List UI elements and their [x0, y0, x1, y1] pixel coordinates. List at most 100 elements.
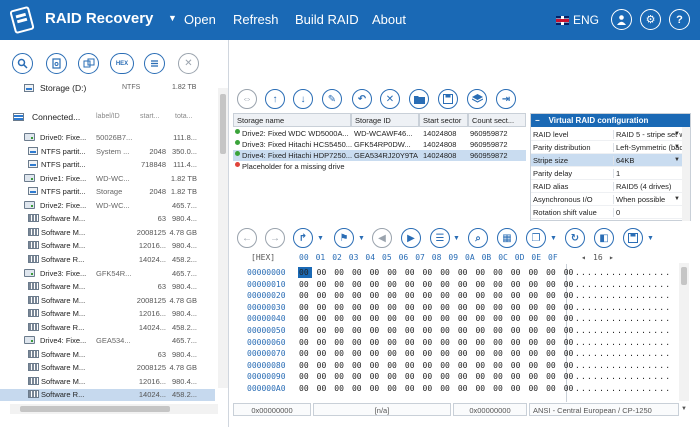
menu-refresh[interactable]: Refresh: [233, 12, 279, 27]
panel-toggle-button[interactable]: ◧: [594, 228, 614, 248]
hex-ascii[interactable]: ................: [575, 302, 672, 312]
header-start-sector[interactable]: Start sector: [419, 113, 468, 127]
tree-drive-row[interactable]: Drive4: Fixe... GEA534... 465.7...: [0, 335, 215, 347]
tree-partition-row[interactable]: Software R... 14024... 458.2...: [0, 389, 215, 402]
page-next-icon[interactable]: ▸: [609, 253, 614, 262]
raid-member-row[interactable]: Placeholder for a missing drive: [233, 161, 526, 172]
raid-member-row[interactable]: Drive3: Fixed Hitachi HCS5450... GFK54RP0…: [233, 139, 526, 150]
scroll-thumb[interactable]: [20, 406, 170, 412]
copy-dropdown-icon[interactable]: ▼: [550, 235, 557, 242]
config-row[interactable]: Parity distribution Left-Symmetric (bac ▼: [531, 141, 690, 154]
next-tag-button[interactable]: ▶: [401, 228, 421, 248]
calculator-button[interactable]: ▦: [497, 228, 517, 248]
move-down-button[interactable]: ↓: [293, 89, 313, 109]
chevron-down-icon[interactable]: ▼: [674, 144, 680, 150]
bookmark-dropdown-icon[interactable]: ▼: [358, 235, 365, 242]
goto-button[interactable]: ↱: [293, 228, 313, 248]
chevron-down-icon[interactable]: ▼: [674, 131, 680, 137]
partition-button[interactable]: [78, 53, 99, 74]
view-list-button[interactable]: ☰: [430, 228, 450, 248]
hex-bytes[interactable]: 00 00 00 00 00 00 00 00 00 00 00 00 00 0…: [299, 372, 574, 382]
tree-partition-row[interactable]: Software R... 14024... 458.2...: [0, 254, 215, 266]
menu-build-raid[interactable]: Build RAID: [295, 12, 359, 27]
raid-layout-button[interactable]: ⇔: [237, 89, 257, 109]
scroll-thumb[interactable]: [220, 94, 226, 154]
language-selector[interactable]: ENG: [556, 13, 599, 27]
settings-button[interactable]: ⚙: [640, 9, 661, 30]
encoding-selector[interactable]: ANSI - Central European / CP-1250: [529, 403, 679, 416]
chevron-down-icon[interactable]: ▼: [674, 196, 680, 202]
hex-view-button[interactable]: HEX: [110, 53, 134, 74]
list-view-button[interactable]: [144, 53, 165, 74]
menu-about[interactable]: About: [372, 12, 406, 27]
header-storage-name[interactable]: Storage name: [233, 113, 351, 127]
config-row[interactable]: Parity delay 1: [531, 167, 690, 180]
hex-ascii[interactable]: ................: [575, 360, 672, 370]
hex-bytes[interactable]: 00 00 00 00 00 00 00 00 00 00 00 00 00 0…: [299, 360, 574, 370]
config-row[interactable]: Asynchronous I/O When possible ▼: [531, 193, 690, 206]
goto-dropdown-icon[interactable]: ▼: [317, 235, 324, 242]
hex-search-button[interactable]: ⌕: [468, 228, 488, 248]
tree-partition-row[interactable]: Software M... 63 980.4...: [0, 213, 215, 225]
config-value[interactable]: 1: [613, 169, 685, 178]
hex-editor[interactable]: [HEX] ◂ 16 ▸ 00 01 02 03 04 05 06 07 08 09 0A 0B 0C 0…: [233, 252, 694, 402]
save-dropdown-icon[interactable]: ▼: [647, 235, 654, 242]
header-count-sectors[interactable]: Count sect...: [468, 113, 526, 127]
menu-open[interactable]: Open: [184, 12, 216, 27]
hex-ascii[interactable]: ................: [575, 349, 672, 359]
nav-back-button[interactable]: ←: [237, 228, 257, 248]
help-button[interactable]: ?: [669, 9, 690, 30]
connected-header[interactable]: Connected... label/ID start... tota...: [0, 111, 215, 123]
tree-partition-row[interactable]: Software R... 14024... 458.2...: [0, 322, 215, 334]
nav-forward-button[interactable]: →: [265, 228, 285, 248]
bookmark-button[interactable]: ⚑: [334, 228, 354, 248]
tree-partition-row[interactable]: Software M... 63 980.4...: [0, 349, 215, 361]
tree-partition-row[interactable]: Software M... 2008125 4.78 GB: [0, 227, 215, 239]
remove-button[interactable]: ✕: [380, 89, 400, 109]
move-up-button[interactable]: ↑: [265, 89, 285, 109]
tree-partition-row[interactable]: Software M... 12016... 980.4...: [0, 376, 215, 388]
config-row[interactable]: RAID level RAID 5 - stripe set w ▼: [531, 128, 690, 141]
hex-bytes[interactable]: 00 00 00 00 00 00 00 00 00 00 00 00 00 0…: [299, 314, 574, 324]
config-row[interactable]: Stripe size 64KB ▼: [531, 154, 690, 167]
raid-member-row[interactable]: Drive4: Fixed Hitachi HDP7250... GEA534RJ…: [233, 150, 526, 161]
config-value[interactable]: RAID5 (4 drives): [613, 182, 685, 191]
virtual-raid-header[interactable]: − Virtual RAID configuration: [531, 114, 690, 127]
hex-ascii[interactable]: ................: [575, 314, 672, 324]
main-menu-dropdown-icon[interactable]: ▼: [168, 13, 177, 23]
scroll-thumb[interactable]: [681, 267, 687, 285]
config-row[interactable]: RAID alias RAID5 (4 drives): [531, 180, 690, 193]
tree-horizontal-scrollbar[interactable]: [10, 404, 218, 414]
tree-drive-row[interactable]: Drive2: Fixe... WD-WC... 465.7...: [0, 200, 215, 212]
tree-partition-row[interactable]: Software M... 2008125 4.78 GB: [0, 295, 215, 307]
layers-button[interactable]: [467, 89, 487, 109]
hex-bytes[interactable]: 00 00 00 00 00 00 00 00 00 00 00 00 00 0…: [299, 302, 574, 312]
encoding-dropdown-icon[interactable]: ▼: [681, 406, 687, 412]
save-button[interactable]: [438, 89, 458, 109]
tree-partition-row[interactable]: NTFS partit... Storage 2048 1.82 TB: [0, 186, 215, 198]
config-value[interactable]: 64KB: [613, 156, 685, 165]
hex-bytes[interactable]: 00 00 00 00 00 00 00 00 00 00 00 00 00 0…: [299, 291, 574, 301]
tree-drive-row[interactable]: Drive3: Fixe... GFK54R... 465.7...: [0, 268, 215, 280]
tree-partition-row[interactable]: NTFS partit... System ... 2048 350.0...: [0, 146, 215, 158]
hex-ascii[interactable]: ................: [575, 291, 672, 301]
edit-button[interactable]: ✎: [322, 89, 342, 109]
config-value[interactable]: 0: [613, 208, 685, 217]
hex-bytes[interactable]: 00 00 00 00 00 00 00 00 00 00 00 00 00 0…: [299, 384, 574, 393]
hex-save-button[interactable]: [623, 228, 643, 248]
scan-button[interactable]: [46, 53, 67, 74]
hex-ascii[interactable]: ................: [575, 372, 672, 382]
tree-partition-row[interactable]: Software M... 12016... 980.4...: [0, 240, 215, 252]
prev-tag-button[interactable]: ◀: [372, 228, 392, 248]
user-account-button[interactable]: [611, 9, 632, 30]
hex-ascii[interactable]: ................: [575, 326, 672, 335]
copy-button[interactable]: ❐: [526, 228, 546, 248]
open-folder-button[interactable]: [409, 89, 429, 109]
hex-ascii[interactable]: ................: [575, 337, 672, 347]
hex-ascii[interactable]: ................: [575, 384, 672, 393]
hex-bytes[interactable]: 00 00 00 00 00 00 00 00 00 00 00 00 00 0…: [299, 349, 574, 359]
hex-bytes[interactable]: 00 00 00 00 00 00 00 00 00 00 00 00 00 0…: [299, 268, 574, 277]
tree-partition-row[interactable]: Software M... 2008125 4.78 GB: [0, 362, 215, 374]
tree-vertical-scrollbar[interactable]: [218, 88, 228, 388]
hex-bytes[interactable]: 00 00 00 00 00 00 00 00 00 00 00 00 00 0…: [299, 279, 574, 289]
